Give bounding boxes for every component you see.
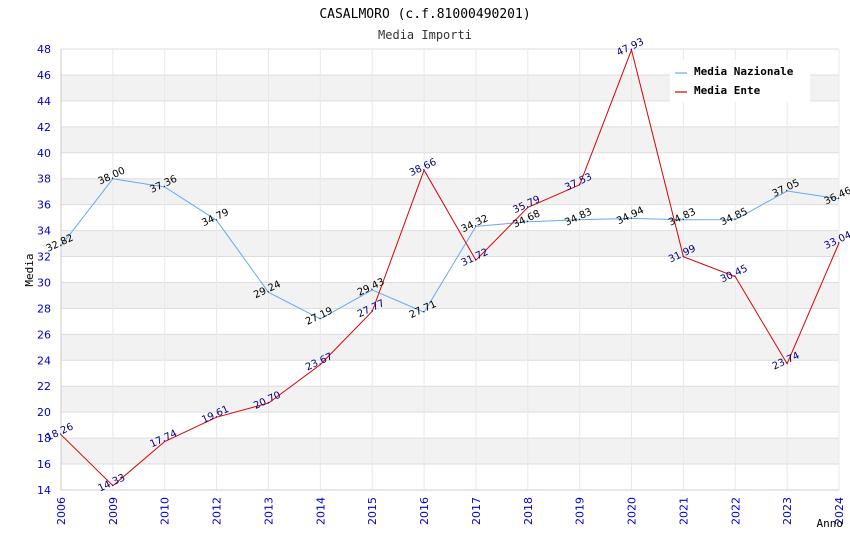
x-tick-label: 2017 [470,497,483,525]
y-tick-label: 40 [37,147,51,160]
legend-box [670,60,810,102]
x-axis-ticks: 2006 2009 2010 2012 2013 2014 2015 2016 2017 2018… [55,497,846,525]
grid-band [61,360,839,387]
y-tick-label: 48 [37,43,51,56]
x-tick-label: 2020 [626,497,639,525]
x-tick-label: 2012 [211,497,224,525]
grid-band [61,126,839,153]
y-tick-label: 20 [37,406,51,419]
grid-band [61,230,839,257]
series-line-ente [60,48,840,487]
x-tick-label: 2016 [418,497,431,525]
grid-bands [61,49,839,490]
y-tick-label: 22 [37,380,51,393]
y-tick-label: 24 [37,354,51,367]
y-tick-label: 26 [37,328,51,341]
x-tick-label: 2009 [107,497,120,525]
grid-band [61,308,839,335]
x-tick-label: 2018 [522,497,535,525]
legend: Media Nazionale Media Ente [670,60,810,102]
y-tick-label: 30 [37,276,51,289]
y-tick-label: 38 [37,173,51,186]
y-axis-label: Media [23,253,36,286]
chart-subtitle: Media Importi [378,28,472,42]
y-tick-label: 44 [37,95,51,108]
series-group [60,48,840,487]
x-tick-label: 2013 [262,497,275,525]
x-tick-label: 2014 [314,497,327,525]
x-tick-label: 2006 [55,497,68,525]
x-tick-label: 2022 [729,497,742,525]
grid-band [61,282,839,309]
y-tick-label: 14 [37,484,51,497]
chart-title: CASALMORO (c.f.81000490201) [319,7,530,22]
x-tick-label: 2021 [677,497,690,525]
grid-band [61,178,839,205]
y-tick-label: 32 [37,251,51,264]
x-tick-label: 2019 [574,497,587,525]
x-axis-label: Anno [817,517,844,530]
y-tick-label: 46 [37,69,51,82]
x-tick-label: 2010 [159,497,172,525]
grid-band [61,334,839,361]
grid-band [61,152,839,179]
y-tick-label: 42 [37,121,51,134]
y-tick-label: 34 [37,225,51,238]
x-tick-label: 2023 [781,497,794,525]
y-tick-label: 28 [37,302,51,315]
grid-band [61,464,839,490]
series-line-nazionale [60,178,840,320]
gridlines [60,48,840,491]
x-tick-label: 2015 [366,497,379,525]
x-tick-label: 2024 [833,497,846,525]
grid-band [61,438,839,465]
y-tick-label: 16 [37,458,51,471]
y-tick-label: 18 [37,432,51,445]
grid-band [61,100,839,127]
legend-label-nazionale: Media Nazionale [694,65,794,78]
grid-band [61,412,839,439]
legend-label-ente: Media Ente [694,84,761,97]
y-axis-ticks: 14 16 18 20 22 24 26 28 30 32 34 36 38 40 42 44 46 48 [37,43,51,497]
grid-band [61,204,839,231]
y-tick-label: 36 [37,199,51,212]
grid-band [61,386,839,413]
